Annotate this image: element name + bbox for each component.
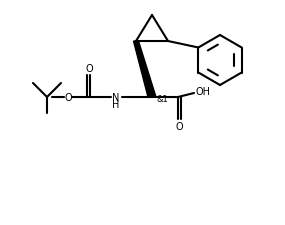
Text: O: O xyxy=(85,64,93,74)
Text: &1: &1 xyxy=(156,95,168,104)
Text: H: H xyxy=(112,99,120,110)
Text: O: O xyxy=(64,93,72,103)
Polygon shape xyxy=(133,42,156,98)
Text: OH: OH xyxy=(196,87,211,97)
Text: O: O xyxy=(175,122,183,131)
Text: N: N xyxy=(112,93,120,103)
